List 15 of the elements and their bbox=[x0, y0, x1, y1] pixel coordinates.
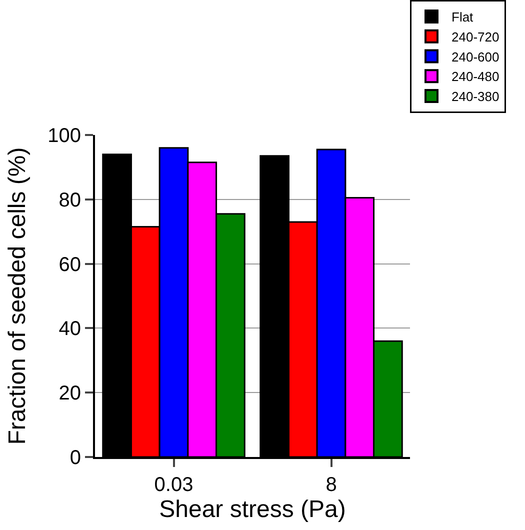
legend-label: Flat bbox=[452, 10, 474, 25]
y-tick-label: 40 bbox=[58, 318, 81, 340]
y-tick-label: 80 bbox=[58, 189, 81, 212]
y-tick-label: 20 bbox=[58, 382, 81, 405]
legend-label: 240-380 bbox=[452, 89, 500, 104]
x-tick-label: 8 bbox=[326, 474, 337, 496]
y-tick-label: 0 bbox=[70, 447, 81, 469]
legend-label: 240-600 bbox=[452, 49, 500, 64]
legend-label: 240-720 bbox=[452, 29, 500, 44]
y-tick-label: 100 bbox=[48, 125, 81, 147]
x-axis-title: Shear stress (Pa) bbox=[159, 496, 346, 523]
x-tick-label: 0.03 bbox=[154, 474, 194, 496]
legend-label: 240-480 bbox=[452, 69, 500, 84]
y-axis-title: Fraction of seeded cells (%) bbox=[4, 147, 32, 445]
y-tick-label: 60 bbox=[58, 254, 81, 276]
